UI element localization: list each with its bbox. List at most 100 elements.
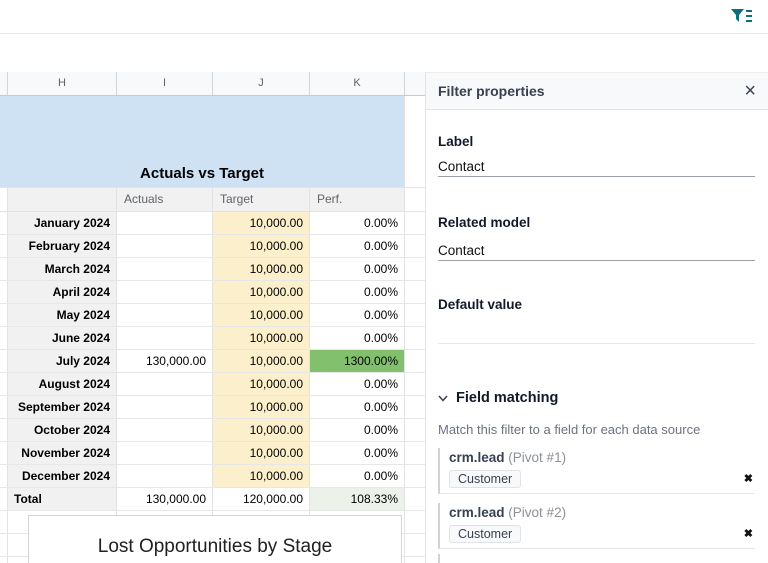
cell-empty[interactable] [405, 281, 425, 303]
cell-empty[interactable] [405, 304, 425, 326]
cell-empty[interactable] [0, 396, 8, 418]
perf-cell[interactable]: 0.00% [310, 465, 405, 487]
cell-empty[interactable] [405, 212, 425, 234]
month-label[interactable]: April 2024 [8, 281, 117, 303]
cell-empty[interactable] [0, 258, 8, 280]
cell-empty[interactable] [405, 327, 425, 349]
header-target[interactable]: Target [213, 188, 310, 211]
column-header-j[interactable]: J [213, 72, 310, 95]
perf-cell[interactable]: 0.00% [310, 235, 405, 257]
month-label[interactable]: September 2024 [8, 396, 117, 418]
cell-empty[interactable] [405, 258, 425, 280]
target-cell[interactable]: 10,000.00 [213, 304, 310, 326]
cell-empty[interactable] [8, 188, 117, 211]
actuals-cell[interactable] [117, 258, 213, 280]
perf-cell[interactable]: 0.00% [310, 396, 405, 418]
perf-cell[interactable]: 0.00% [310, 327, 405, 349]
remove-field-icon[interactable]: ✖ [743, 473, 753, 485]
actuals-cell[interactable] [117, 465, 213, 487]
cell-empty[interactable] [0, 235, 8, 257]
month-label[interactable]: October 2024 [8, 419, 117, 441]
cell-empty[interactable] [0, 419, 8, 441]
actuals-cell[interactable] [117, 281, 213, 303]
label-input[interactable]: Contact [438, 156, 755, 177]
close-icon[interactable]: × [744, 80, 756, 102]
cell-empty[interactable] [0, 465, 8, 487]
matched-field-tag[interactable]: Customer [449, 470, 522, 488]
cell-empty[interactable] [0, 442, 8, 464]
cell-empty[interactable] [405, 488, 425, 510]
filter-list-icon[interactable] [731, 9, 755, 27]
cell-empty[interactable] [405, 465, 425, 487]
target-cell[interactable]: 10,000.00 [213, 396, 310, 418]
month-label[interactable]: December 2024 [8, 465, 117, 487]
field-matching-section-toggle[interactable]: Field matching [438, 389, 558, 406]
actuals-cell[interactable] [117, 373, 213, 395]
chart-lost-opportunities[interactable]: Lost Opportunities by Stage [28, 515, 402, 563]
month-label[interactable]: January 2024 [8, 212, 117, 234]
column-header-i[interactable]: I [117, 72, 213, 95]
cell-empty[interactable] [0, 188, 8, 211]
cell-empty[interactable] [0, 350, 8, 372]
target-cell[interactable]: 10,000.00 [213, 327, 310, 349]
related-model-input[interactable]: Contact [438, 240, 755, 261]
actuals-cell[interactable]: 130,000.00 [117, 350, 213, 372]
banner-empty-cell[interactable] [405, 96, 425, 187]
cell-empty[interactable] [310, 511, 405, 533]
total-actuals-cell[interactable]: 130,000.00 [117, 488, 213, 510]
matched-field-tag[interactable]: Customer [449, 525, 522, 543]
month-label[interactable]: March 2024 [8, 258, 117, 280]
target-cell[interactable]: 10,000.00 [213, 419, 310, 441]
total-perf-cell[interactable]: 108.33% [310, 488, 405, 510]
perf-cell[interactable]: 0.00% [310, 212, 405, 234]
column-header-partial[interactable] [405, 72, 425, 95]
perf-cell[interactable]: 0.00% [310, 304, 405, 326]
actuals-cell[interactable] [117, 327, 213, 349]
total-target-cell[interactable]: 120,000.00 [213, 488, 310, 510]
cell-empty[interactable] [0, 212, 8, 234]
perf-cell-highlighted[interactable]: 1300.00% [310, 350, 405, 372]
cell-empty[interactable] [0, 327, 8, 349]
target-cell[interactable]: 10,000.00 [213, 465, 310, 487]
perf-cell[interactable]: 0.00% [310, 419, 405, 441]
actuals-cell[interactable] [117, 419, 213, 441]
cell-empty[interactable] [405, 350, 425, 372]
target-cell[interactable]: 10,000.00 [213, 373, 310, 395]
cell-empty[interactable] [405, 235, 425, 257]
cell-empty[interactable] [405, 442, 425, 464]
perf-cell[interactable]: 0.00% [310, 442, 405, 464]
cell-empty[interactable] [405, 373, 425, 395]
column-header-h[interactable]: H [8, 72, 117, 95]
cell-empty[interactable] [0, 511, 8, 533]
remove-field-icon[interactable]: ✖ [743, 528, 753, 540]
banner-merged-cell[interactable]: Actuals vs Target [0, 96, 405, 187]
cell-empty[interactable] [0, 281, 8, 303]
month-label[interactable]: June 2024 [8, 327, 117, 349]
cell-empty[interactable] [405, 396, 425, 418]
month-label[interactable]: November 2024 [8, 442, 117, 464]
perf-cell[interactable]: 0.00% [310, 281, 405, 303]
target-cell[interactable]: 10,000.00 [213, 258, 310, 280]
total-label[interactable]: Total [8, 488, 117, 510]
cell-empty[interactable] [0, 304, 8, 326]
cell-empty[interactable] [0, 373, 8, 395]
actuals-cell[interactable] [117, 396, 213, 418]
cell-empty[interactable] [0, 534, 8, 556]
cell-empty[interactable] [405, 511, 425, 533]
cell-empty[interactable] [405, 419, 425, 441]
month-label[interactable]: February 2024 [8, 235, 117, 257]
column-header-stub[interactable] [0, 72, 8, 95]
target-cell[interactable]: 10,000.00 [213, 235, 310, 257]
cell-empty[interactable] [310, 557, 405, 563]
cell-empty[interactable] [405, 188, 425, 211]
month-label[interactable]: July 2024 [8, 350, 117, 372]
header-perf[interactable]: Perf. [310, 188, 405, 211]
header-actuals[interactable]: Actuals [117, 188, 213, 211]
month-label[interactable]: May 2024 [8, 304, 117, 326]
perf-cell[interactable]: 0.00% [310, 258, 405, 280]
cell-empty[interactable] [0, 557, 8, 563]
target-cell[interactable]: 10,000.00 [213, 350, 310, 372]
target-cell[interactable]: 10,000.00 [213, 442, 310, 464]
actuals-cell[interactable] [117, 442, 213, 464]
actuals-cell[interactable] [117, 235, 213, 257]
